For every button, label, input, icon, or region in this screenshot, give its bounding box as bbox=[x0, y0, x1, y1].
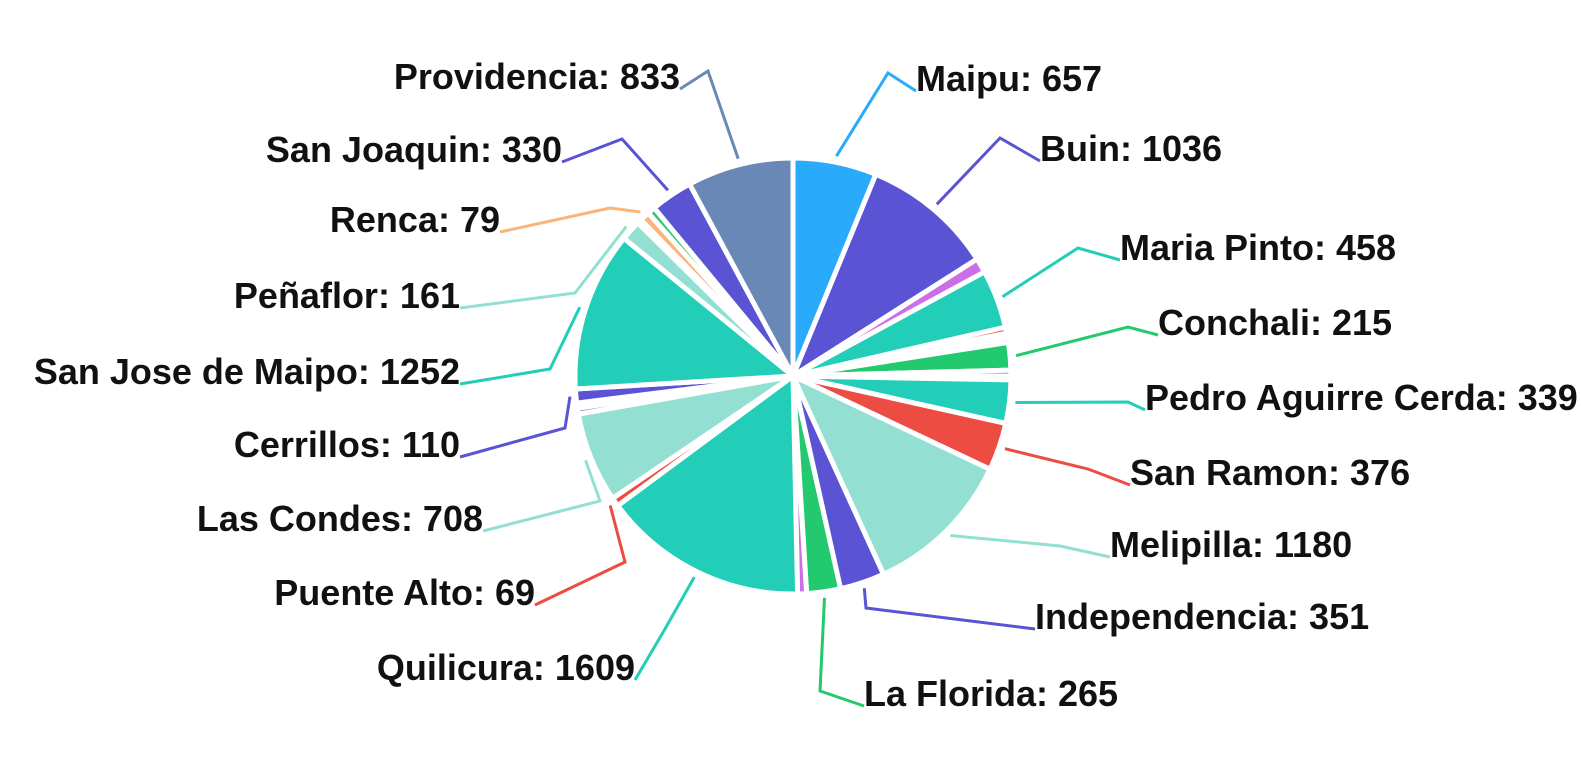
svg-text:San Jose de Maipo: 1252: San Jose de Maipo: 1252 bbox=[34, 351, 460, 392]
svg-text:Conchali: 215: Conchali: 215 bbox=[1158, 302, 1392, 343]
svg-text:San Ramon: 376: San Ramon: 376 bbox=[1130, 452, 1410, 493]
svg-text:Pedro Aguirre Cerda: 339: Pedro Aguirre Cerda: 339 bbox=[1145, 377, 1578, 418]
svg-text:Cerrillos: 110: Cerrillos: 110 bbox=[234, 424, 460, 465]
svg-text:Puente Alto: 69: Puente Alto: 69 bbox=[274, 572, 535, 613]
svg-text:Peñaflor: 161: Peñaflor: 161 bbox=[234, 275, 460, 316]
svg-text:Renca: 79: Renca: 79 bbox=[330, 199, 500, 240]
svg-text:Buin: 1036: Buin: 1036 bbox=[1040, 128, 1222, 169]
svg-text:Las Condes: 708: Las Condes: 708 bbox=[197, 498, 483, 539]
svg-text:Quilicura: 1609: Quilicura: 1609 bbox=[377, 647, 635, 688]
svg-text:La Florida: 265: La Florida: 265 bbox=[864, 673, 1118, 714]
svg-text:Melipilla: 1180: Melipilla: 1180 bbox=[1110, 524, 1352, 565]
svg-text:San Joaquin: 330: San Joaquin: 330 bbox=[266, 129, 562, 170]
svg-text:Maria Pinto: 458: Maria Pinto: 458 bbox=[1120, 227, 1396, 268]
svg-text:Providencia: 833: Providencia: 833 bbox=[394, 56, 680, 97]
svg-text:Maipu: 657: Maipu: 657 bbox=[916, 58, 1102, 99]
svg-text:Independencia: 351: Independencia: 351 bbox=[1035, 596, 1369, 637]
